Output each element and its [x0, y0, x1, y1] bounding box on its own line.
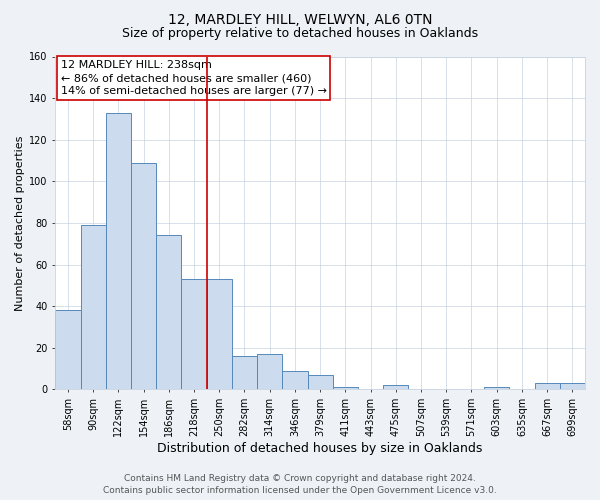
Bar — [333, 388, 358, 390]
Bar — [383, 386, 409, 390]
Bar — [80, 225, 106, 390]
Bar — [206, 279, 232, 390]
Bar — [283, 370, 308, 390]
Text: 12 MARDLEY HILL: 238sqm
← 86% of detached houses are smaller (460)
14% of semi-d: 12 MARDLEY HILL: 238sqm ← 86% of detache… — [61, 60, 326, 96]
Bar — [484, 388, 509, 390]
Bar — [131, 162, 156, 390]
Bar — [55, 310, 80, 390]
Text: 12, MARDLEY HILL, WELWYN, AL6 0TN: 12, MARDLEY HILL, WELWYN, AL6 0TN — [168, 12, 432, 26]
Text: Size of property relative to detached houses in Oaklands: Size of property relative to detached ho… — [122, 28, 478, 40]
Bar — [535, 383, 560, 390]
Bar — [181, 279, 206, 390]
Bar — [257, 354, 283, 390]
Text: Contains HM Land Registry data © Crown copyright and database right 2024.
Contai: Contains HM Land Registry data © Crown c… — [103, 474, 497, 495]
Bar — [308, 375, 333, 390]
Y-axis label: Number of detached properties: Number of detached properties — [15, 136, 25, 310]
X-axis label: Distribution of detached houses by size in Oaklands: Distribution of detached houses by size … — [157, 442, 483, 455]
Bar — [560, 383, 585, 390]
Bar — [156, 236, 181, 390]
Bar — [232, 356, 257, 390]
Bar — [106, 112, 131, 390]
